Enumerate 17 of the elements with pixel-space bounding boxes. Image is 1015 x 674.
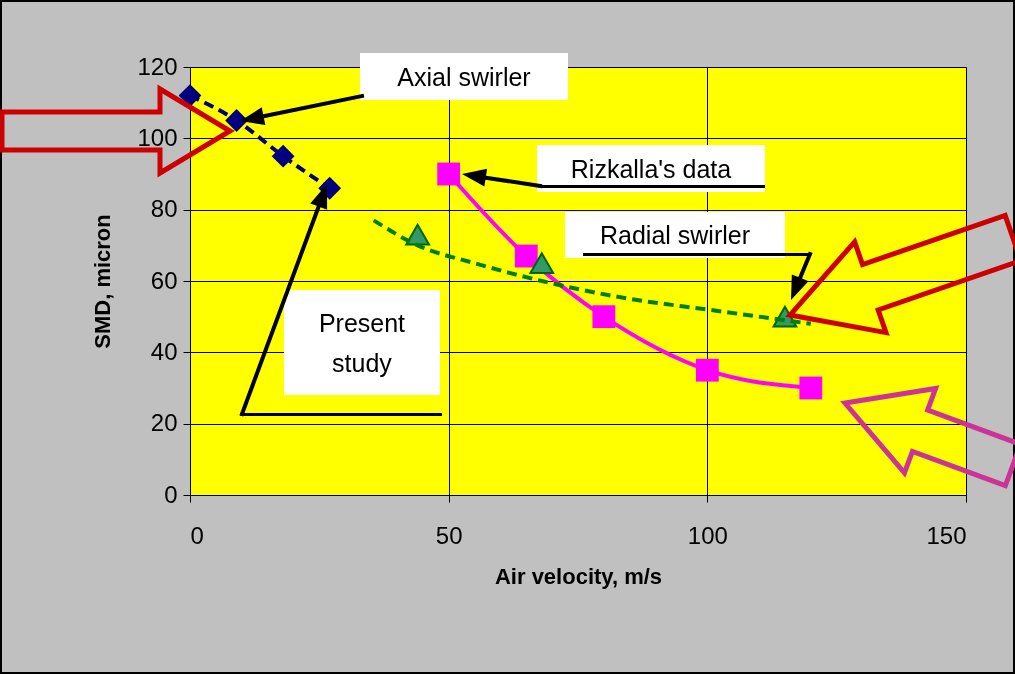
y-tick-label: 20: [150, 409, 178, 437]
y-tick-label: 120: [137, 52, 178, 80]
y-tick-label: 40: [150, 337, 178, 365]
x-tick-label: 0: [190, 521, 204, 549]
x-axis-title: Air velocity, m/s: [494, 563, 663, 589]
x-tick-label: 50: [435, 521, 463, 549]
y-tick-label: 60: [150, 266, 178, 294]
annotation: Radial swirler: [565, 212, 785, 258]
annotation: Rizkalla's data: [537, 145, 765, 192]
y-axis-title: SMD, micron: [90, 214, 116, 349]
x-tick-label: 150: [926, 521, 967, 549]
annotation: Axial swirler: [360, 53, 568, 100]
y-tick-label: 100: [137, 123, 178, 151]
y-tick-label: 0: [164, 480, 178, 508]
annotation: Present study: [284, 290, 440, 395]
x-tick-label: 100: [687, 521, 728, 549]
y-tick-label: 80: [150, 195, 178, 223]
